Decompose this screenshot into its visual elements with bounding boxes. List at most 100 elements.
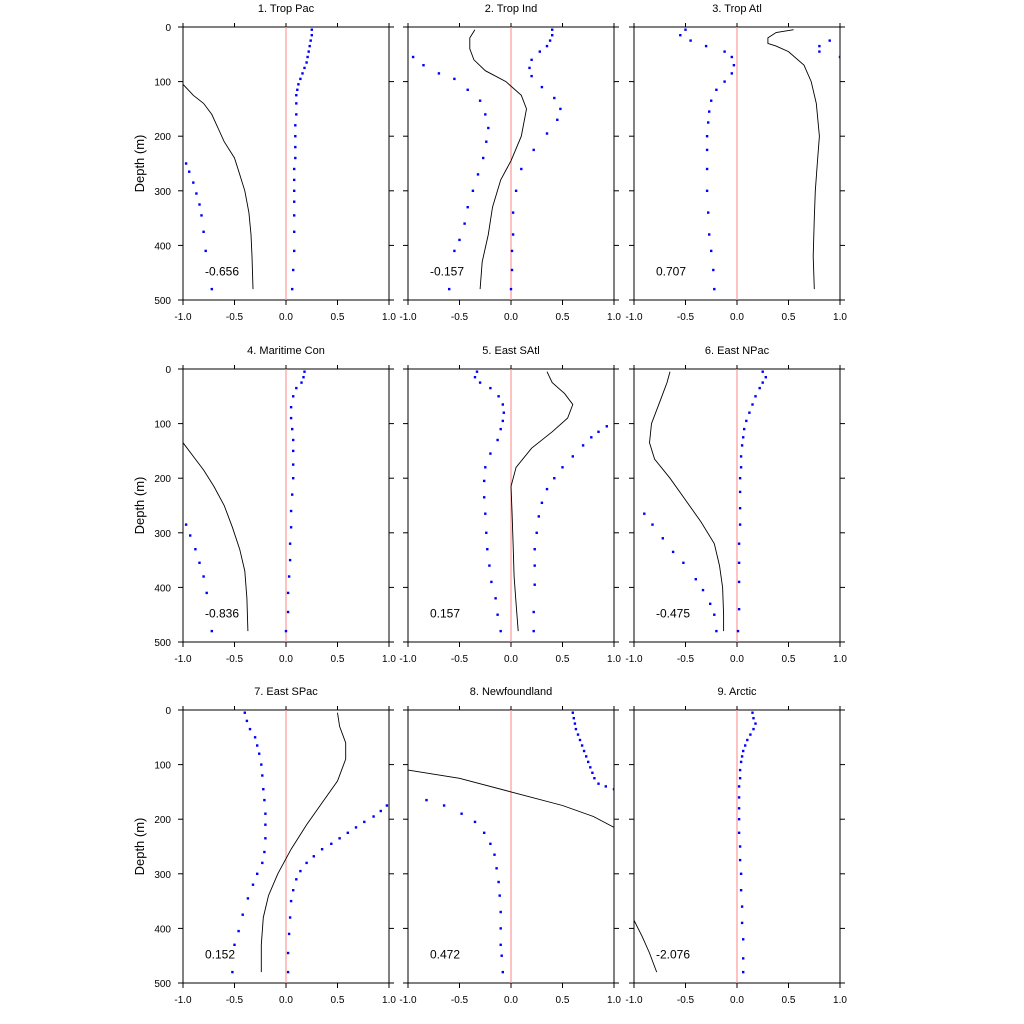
dot-point — [738, 858, 742, 862]
dot-point — [574, 727, 578, 731]
dot-point — [346, 831, 349, 834]
dot-point — [597, 430, 600, 433]
dot-point — [705, 167, 709, 171]
dot-point — [701, 588, 705, 592]
dot-point — [752, 717, 755, 720]
x-tick-label: 0.0 — [504, 995, 518, 1006]
dot-point — [286, 970, 290, 974]
dot-point — [682, 561, 685, 564]
dot-point — [530, 58, 533, 61]
y-tick-label: 500 — [154, 296, 171, 307]
dot-point — [483, 831, 486, 834]
dot-point — [490, 580, 493, 584]
dot-point — [496, 613, 499, 616]
dot-point — [372, 815, 375, 818]
x-tick-label: 0.5 — [556, 995, 570, 1006]
x-tick-label: 0.5 — [556, 312, 570, 323]
dot-point — [591, 771, 594, 774]
dot-point — [746, 738, 749, 742]
dot-point — [540, 501, 544, 504]
dot-point — [294, 135, 297, 138]
dot-point — [192, 181, 195, 184]
panel-title: 7. East SPac — [254, 686, 318, 698]
dot-point — [258, 752, 261, 755]
dot-point — [425, 798, 428, 802]
dot-point — [499, 629, 502, 633]
profile-line — [469, 29, 527, 290]
dot-point — [307, 50, 310, 53]
dot-point — [723, 50, 726, 53]
dot-point — [289, 899, 293, 903]
dot-point — [643, 512, 646, 515]
dot-point — [297, 83, 300, 86]
panel-7: -1.0 -0.5 0.0 0.5 1.0 0 100 200 300 400 500 Depth (… — [132, 686, 396, 1006]
dot-point — [303, 370, 306, 373]
x-tick-label: -1.0 — [399, 312, 417, 323]
dot-point — [533, 583, 536, 586]
dot-point — [256, 872, 259, 875]
panel-4: -1.0 -0.5 0.0 0.5 1.0 0 100 200 300 400 500 Depth (… — [132, 345, 396, 665]
correlation-label: -0.656 — [205, 264, 239, 278]
dot-point — [498, 894, 501, 897]
dot-point — [256, 744, 259, 747]
y-tick-label: 0 — [165, 365, 171, 376]
dot-point — [514, 189, 518, 192]
dot-point — [738, 777, 742, 780]
panel-3: -1.0 -0.5 0.0 0.5 1.0 3. Trop Atl 0.707 — [625, 3, 847, 323]
dot-point — [292, 268, 295, 272]
dot-point — [713, 613, 716, 616]
dot-point — [296, 88, 299, 91]
series-group — [231, 711, 389, 974]
correlation-label: -0.157 — [430, 264, 464, 278]
dot-point — [572, 717, 575, 720]
y-tick-label: 100 — [154, 420, 171, 431]
dot-point — [556, 118, 559, 121]
dot-point — [293, 167, 296, 171]
dot-point — [411, 55, 415, 59]
panel-9: -1.0 -0.5 0.0 0.5 1.0 9. Arctic -2.076 — [625, 686, 847, 1006]
dot-point — [482, 156, 485, 160]
dot-point — [509, 287, 513, 291]
correlation-label: 0.472 — [430, 947, 460, 961]
dot-point — [593, 777, 596, 780]
dot-point — [758, 386, 761, 390]
dot-point — [292, 449, 295, 453]
dot-point — [754, 395, 757, 398]
dot-point — [679, 34, 682, 37]
panel-title: 8. Newfoundland — [470, 686, 553, 698]
series-group — [679, 28, 840, 291]
dot-point — [742, 957, 745, 960]
dot-point — [818, 44, 821, 48]
dot-point — [730, 72, 733, 75]
dot-point — [739, 872, 743, 875]
dot-point — [818, 50, 821, 53]
x-tick-label: -0.5 — [226, 312, 244, 323]
x-tick-label: -0.5 — [451, 995, 469, 1006]
dot-point — [737, 542, 741, 545]
y-tick-label: 100 — [154, 761, 171, 772]
x-tick-label: -1.0 — [174, 312, 192, 323]
dot-point — [497, 395, 500, 398]
x-tick-label: 0.5 — [782, 995, 796, 1006]
dot-point — [478, 381, 482, 384]
dot-point — [710, 249, 713, 253]
dot-point — [202, 575, 205, 578]
dot-point — [736, 629, 740, 633]
dot-point — [292, 395, 295, 398]
dot-point — [528, 66, 531, 70]
dot-point — [748, 411, 751, 414]
x-tick-label: 0.5 — [782, 312, 796, 323]
dot-point — [582, 749, 586, 753]
series-group — [411, 28, 562, 291]
x-tick-label: -0.5 — [226, 654, 244, 665]
dot-point — [293, 230, 296, 233]
dot-point — [243, 711, 246, 714]
x-tick-label: -0.5 — [677, 312, 695, 323]
dot-point — [520, 167, 523, 171]
dot-point — [460, 812, 463, 815]
dot-point — [499, 427, 502, 431]
dot-point — [587, 760, 590, 764]
dot-point — [500, 954, 503, 957]
dot-point — [739, 760, 743, 764]
x-tick-label: 1.0 — [607, 654, 621, 665]
